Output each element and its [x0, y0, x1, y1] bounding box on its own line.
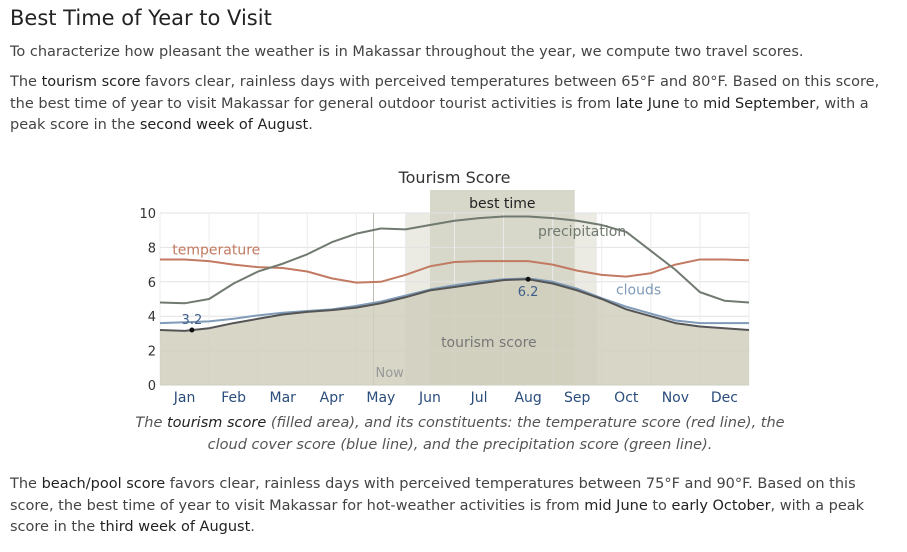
month-label: Jan [173, 390, 196, 406]
tourism-score-area [160, 279, 749, 385]
tourism-start-period: late June [615, 95, 680, 112]
beach-text-1: The [10, 476, 42, 492]
beach-peak-period: third week of August [99, 519, 251, 535]
temperature-line [160, 258, 750, 284]
caption-text-2: (filled area), and its constituents: the… [207, 415, 785, 453]
temperature-series-label: temperature [172, 242, 260, 258]
tourism-text-4: , with a peak score in the [10, 95, 869, 134]
beach-text-2: favors clear, rainless days with perceiv… [10, 476, 856, 514]
tourism-score-chart: Tourism Score best time 0 2 4 6 8 10 Now Jan Feb Ma… [139, 168, 750, 406]
clouds-line [159, 277, 749, 325]
tourism-text-5: . [308, 117, 313, 133]
annotation-label: 6.2 [518, 285, 539, 300]
beach-text-4: , with a peak score in the [10, 497, 865, 536]
page-title: Best Time of Year to Visit [10, 6, 272, 30]
tourism-end-period: mid September [703, 95, 816, 112]
month-label: Feb [221, 390, 246, 406]
annotation-dot [525, 276, 531, 282]
month-label: Nov [662, 390, 689, 406]
beach-paragraph: The beach/pool score favors clear, rainl… [10, 474, 895, 539]
best-time-label: best time [469, 196, 535, 212]
tourism-paragraph: The tourism score favors clear, rainless… [10, 72, 895, 137]
month-label: Jul [470, 390, 488, 406]
tourism-score-term: tourism score [41, 74, 141, 90]
month-label: Apr [320, 390, 344, 406]
now-label: Now [376, 366, 405, 381]
month-label: Aug [514, 390, 541, 406]
month-label: Sep [564, 390, 591, 406]
tourism-text-3: to [679, 95, 704, 112]
precipitation-series-label: precipitation [538, 224, 626, 240]
annotation-dot [189, 327, 195, 333]
tourism-text-2: favors clear, rainless days with perceiv… [10, 74, 880, 112]
caption-text-1: The [135, 415, 167, 431]
precipitation-line [159, 215, 750, 305]
y-tick-label: 4 [148, 310, 156, 325]
chart-caption: The tourism score (filled area), and its… [130, 412, 790, 456]
y-tick-label: 6 [148, 276, 156, 291]
month-label: May [366, 390, 395, 406]
tourism-score-line [159, 278, 750, 332]
tourism-text-1: The [10, 74, 42, 90]
clouds-series-label: clouds [616, 283, 661, 299]
tourism-score-series-label: tourism score [441, 335, 537, 351]
caption-term: tourism score [166, 415, 267, 431]
annotation-label: 3.2 [182, 313, 203, 328]
tourism-peak-period: second week of August [139, 117, 309, 133]
beach-text-3: to [647, 497, 672, 514]
month-label: Mar [269, 390, 296, 406]
y-tick-label: 8 [148, 241, 156, 256]
chart-title: Tourism Score [398, 168, 511, 187]
beach-score-term: beach/pool score [41, 476, 166, 492]
y-tick-label: 2 [148, 345, 156, 360]
y-tick-label: 10 [139, 207, 156, 222]
beach-text-5: . [250, 519, 255, 535]
month-label: Dec [711, 390, 738, 406]
beach-start-period: mid June [584, 497, 648, 514]
beach-end-period: early October [671, 497, 771, 514]
intro-paragraph: To characterize how pleasant the weather… [10, 44, 804, 60]
month-label: Jun [418, 390, 441, 406]
month-label: Oct [614, 390, 639, 406]
y-tick-label: 0 [148, 379, 156, 394]
